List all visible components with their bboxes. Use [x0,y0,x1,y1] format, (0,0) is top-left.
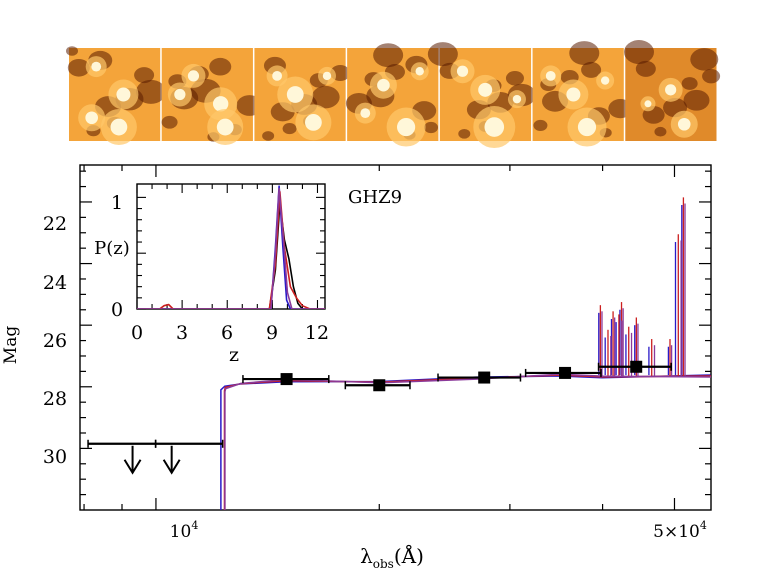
cutout-noise [533,119,548,132]
cutout-source [478,82,493,97]
pz-purple [137,187,325,309]
cutout-source [566,87,581,102]
main-axis-ticks [80,165,711,510]
inset-x-tick-label-12: 12 [305,322,329,344]
cutout-source [577,117,597,137]
cutout-source [360,108,371,118]
cutout-noise [67,58,90,77]
object-title: GHZ9 [348,187,402,208]
inset-y-tick-label-0: 0 [111,299,123,321]
y-tick-label-22: 22 [43,213,67,235]
cutout-noise [282,122,297,135]
cutout-source [545,71,556,81]
cutout-noise [427,42,458,67]
cutout-source [174,88,186,101]
cutout-stamp [254,48,351,141]
cutout-source [456,65,469,77]
x-tick-labels: 104 5×104 [170,519,707,542]
inset-y-axis-label: P(z) [94,238,130,259]
cutout-source [677,117,691,131]
cutout-stamp [532,41,633,147]
sed-plot-area [220,197,711,510]
cutout-source [600,76,610,85]
cutout-source [512,94,522,104]
photometry-point [280,373,293,386]
cutout-noise [373,43,404,68]
cutout-noise [161,115,178,129]
cutout-noise [505,71,524,86]
cutout-noise [311,85,340,109]
inset-x-tick-label-9: 9 [266,322,278,344]
cutout-noise [134,67,155,84]
cutout-source [91,61,102,72]
cutout-noise [209,57,232,76]
cutout-noise [424,121,439,134]
photometry-point [559,366,572,379]
cutout-noise [702,68,721,84]
photometry-point [373,379,386,392]
cutout-stamp [427,42,536,149]
inset-x-tick-labels: 0 3 6 9 12 [131,322,329,344]
x-tick-label-5e4: 5×104 [653,519,707,542]
inset-pz-frame [136,183,326,310]
y-tick-labels: 22 24 26 28 30 [43,213,67,468]
cutout-source [116,87,131,102]
cutout-noise [458,129,471,139]
cutout-noise [135,79,166,104]
inset-pz-curves [137,185,325,309]
cutout-stamp [624,40,721,141]
cutout-source [397,117,416,137]
upper-limit-arrowhead [123,459,142,475]
cutout-source [644,100,652,108]
cutout-noise [683,89,710,111]
cutout-noise [654,126,667,137]
model-purple-continuum [224,373,711,510]
y-tick-label-26: 26 [43,330,67,352]
cutout-source [85,111,98,125]
inset-x-tick-label-6: 6 [221,322,233,344]
cutout-stamp [66,46,166,146]
cutout-source [322,71,332,81]
cutout-noise [690,48,719,71]
cutout-noise [681,77,698,90]
cutout-stamp [345,43,439,147]
cutout-noise [569,41,600,66]
x-axis-label: λobs(Å) [360,543,424,571]
inset-x-axis-label: z [229,344,239,366]
photometry-point [630,360,643,373]
cutout-source [187,70,200,82]
photometry-points [87,360,672,475]
cutout-source [286,86,304,103]
cutout-source [304,114,322,131]
cutout-source [110,118,128,136]
y-axis-label: Mag [1,326,21,365]
cutout-source [484,117,505,137]
pz-red [137,191,325,309]
cutout-noise [635,60,656,77]
cutout-noise [66,46,78,56]
cutout-source [377,78,390,92]
photometry-point [478,371,491,384]
y-tick-label-24: 24 [43,272,67,294]
upper-limit-arrowhead [162,459,181,475]
cutout-noise [581,61,602,78]
cutout-stamp [161,48,263,146]
inset-y-tick-label-1: 1 [111,192,123,214]
cutout-source [216,118,234,136]
inset-x-tick-label-3: 3 [176,322,188,344]
cutout-source [272,71,283,81]
inset-y-tick-labels: 1 0 [111,192,123,321]
cutout-source [665,84,677,96]
cutout-source [212,96,229,112]
y-tick-label-30: 30 [43,446,67,468]
cutout-noise [624,40,655,65]
inset-x-tick-label-0: 0 [131,322,143,344]
y-tick-label-28: 28 [43,388,67,410]
inset-axis-ticks [136,184,325,310]
cutout-source [415,67,424,76]
cutout-noise [262,131,275,141]
image-cutouts [66,40,721,149]
x-tick-label-1e4: 104 [170,519,199,542]
